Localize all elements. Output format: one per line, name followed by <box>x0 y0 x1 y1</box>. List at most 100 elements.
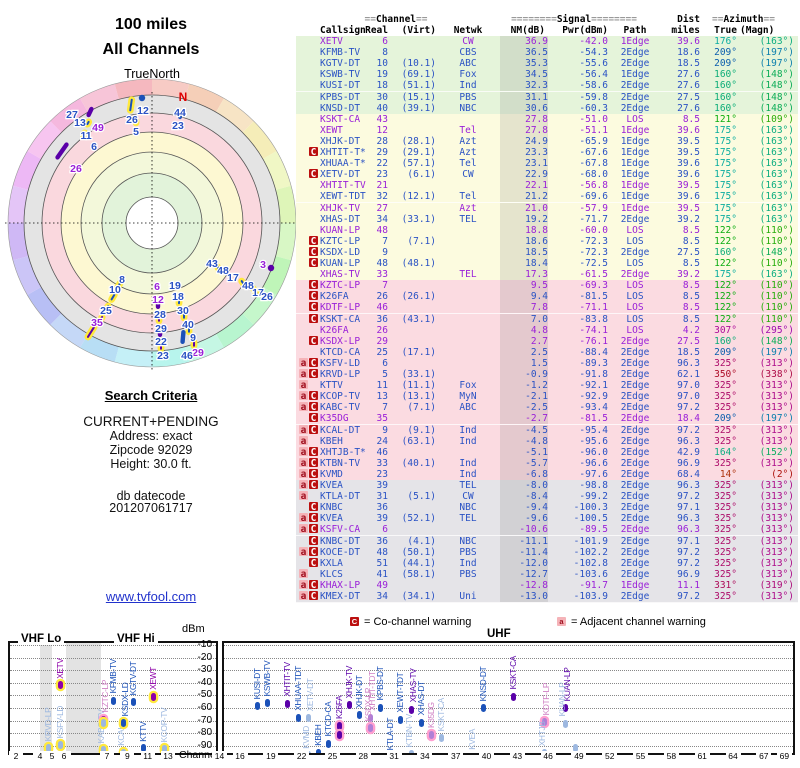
cell: 325° <box>714 402 737 414</box>
dbm-gridline <box>224 720 793 722</box>
radar-channel-label: 12 <box>152 294 164 306</box>
uhf-channel-tick: 69 <box>776 751 792 761</box>
cell: KZTC-LP <box>320 280 361 292</box>
cell: KUAN-LP <box>320 258 361 269</box>
cell: 325° <box>714 424 737 436</box>
cell: 97.0 <box>677 391 700 403</box>
cell: 6 <box>382 524 388 536</box>
uhf-channel-tick: 43 <box>509 751 525 761</box>
cell: (51.1) <box>401 80 436 92</box>
azimuth-hue-wedge <box>262 151 292 190</box>
cell: -71.7 <box>579 213 608 225</box>
cell: (313°) <box>759 402 794 414</box>
table-row: a C KVEA 39 (52.1) TEL -9.6 -100.5 2Edge 96.3 325°… <box>296 513 798 526</box>
cell: -97.6 <box>579 468 608 480</box>
cell: 325° <box>714 535 737 547</box>
cell: 12 <box>376 124 388 136</box>
tvfool-link[interactable]: www.tvfool.com <box>105 589 197 604</box>
azimuth-hue-wedge <box>242 287 277 325</box>
cell: KSKT-CA <box>320 313 361 325</box>
cell: 11.1 <box>677 579 700 591</box>
uhf-channel-tick: 61 <box>694 751 710 761</box>
radar-channel-label: 18 <box>172 291 184 303</box>
chart-bar-callsign: KPBS-DT <box>374 666 385 701</box>
cell: 27.8 <box>500 113 548 125</box>
radar-channel-label: 30 <box>177 305 189 317</box>
cell: (338°) <box>759 369 794 380</box>
chart-signal-bar <box>110 696 116 705</box>
cell: 27.5 <box>677 246 700 258</box>
cell: 32 <box>376 191 388 203</box>
radar-channel-label: 19 <box>169 280 181 292</box>
radar-channel-label: 6 <box>91 141 97 153</box>
azimuth-hue-wedge <box>114 346 152 367</box>
cell: (313°) <box>759 546 794 558</box>
cell: 23 <box>376 468 388 480</box>
cell: 96.9 <box>677 457 700 469</box>
cell: 175° <box>714 124 737 136</box>
cell: KRVD-LP <box>320 369 361 380</box>
cell: (163°) <box>759 213 794 225</box>
cell: KPBS-DT <box>320 91 361 103</box>
cell: -100.5 <box>573 513 608 525</box>
cell: -100.3 <box>573 502 608 514</box>
spectrum-gap-band <box>66 643 101 753</box>
cell: 39 <box>376 513 388 525</box>
cell: 2Edge <box>620 468 650 480</box>
cell: (197°) <box>759 346 794 358</box>
radar-channel-label: 48 <box>217 265 229 277</box>
cell: 209° <box>714 413 737 425</box>
cell: 175° <box>714 269 737 281</box>
azimuth-hue-wedge <box>262 256 292 295</box>
dbm-tick-label: -90 <box>197 739 212 751</box>
cell: 2Edge <box>620 513 650 525</box>
chart-signal-bar <box>131 698 136 707</box>
dbm-gridline <box>10 670 216 672</box>
cell: (313°) <box>759 491 794 503</box>
cell: XEWT <box>320 124 343 136</box>
cell: (26.1) <box>401 291 436 303</box>
chart-signal-bar <box>408 750 414 753</box>
cell: -92.1 <box>579 380 608 392</box>
signal-table: ==Channel== ========Signal======== Dist ==A… <box>296 14 798 606</box>
radar-signal-bar <box>114 279 124 291</box>
table-header-columns: Callsign Real (Virt) Netwk NM(dB) Pwr(dBm) Pat… <box>296 25 798 36</box>
cell: KSWB-TV <box>320 69 361 81</box>
chart-bar-callsign: XEWT-TDT <box>395 673 406 714</box>
cell: (Virt) <box>401 24 436 36</box>
cell: 2Edge <box>620 591 650 602</box>
cell: LOS <box>626 313 644 325</box>
cell: 325° <box>714 491 737 503</box>
cell: (163°) <box>759 135 794 147</box>
cell: (148°) <box>759 102 794 114</box>
cell: KLCS <box>320 568 343 580</box>
cell: 325° <box>714 502 737 514</box>
cell: 27.8 <box>500 124 548 136</box>
radar-channel-label: 13 <box>74 117 86 129</box>
cell: KVEA <box>320 513 343 525</box>
chart-signal-bar <box>285 699 291 708</box>
cell: 39.5 <box>677 202 700 214</box>
cell: TEL <box>459 513 477 525</box>
cell: ========Signal======== <box>511 14 637 25</box>
cell: 29 <box>376 335 388 347</box>
chart-bar-callsign: K35DG <box>426 702 437 729</box>
cell: CBS <box>459 47 477 59</box>
cell: 17.3 <box>500 269 548 281</box>
dbm-tick-label: -50 <box>197 689 212 701</box>
cell: Tel <box>459 124 477 136</box>
cell: Azt <box>459 202 477 214</box>
cell: 4.2 <box>682 324 700 336</box>
cell: 39.5 <box>677 180 700 192</box>
chart-signal-bar <box>264 699 270 708</box>
cell: 18.6 <box>500 235 548 247</box>
cell: 2Edge <box>620 58 650 70</box>
cell: 51 <box>376 557 388 569</box>
cell: XETV <box>320 36 343 47</box>
cell: -56.8 <box>579 180 608 192</box>
chart-signal-bar <box>336 721 342 730</box>
cell: NBC <box>459 102 477 114</box>
uhf-channel-tick: 64 <box>725 751 741 761</box>
cell: (152°) <box>759 446 794 458</box>
uhf-channel-tick: 22 <box>294 751 310 761</box>
